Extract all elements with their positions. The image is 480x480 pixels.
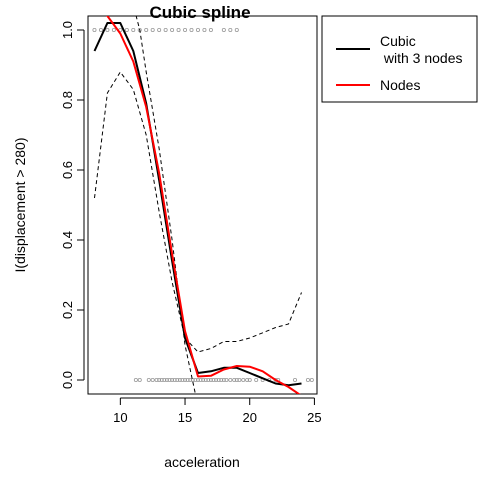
obs-point-0: [237, 377, 242, 382]
y-axis-label: I(displacement > 280): [12, 137, 28, 272]
x-tick-label: 20: [242, 410, 256, 425]
obs-point-0: [208, 377, 213, 382]
obs-point-1: [131, 27, 136, 32]
obs-point-0: [133, 377, 138, 382]
obs-point-0: [224, 377, 229, 382]
obs-point-0: [175, 377, 180, 382]
chart-title: Cubic spline: [149, 3, 250, 22]
obs-point-0: [221, 377, 226, 382]
obs-point-0: [211, 377, 216, 382]
obs-point-1: [157, 27, 162, 32]
y-tick-label: 0.0: [60, 371, 75, 389]
obs-point-1: [111, 27, 116, 32]
obs-point-1: [183, 27, 188, 32]
obs-point-0: [245, 377, 250, 382]
obs-point-0: [216, 377, 221, 382]
obs-point-0: [201, 377, 206, 382]
obs-point-0: [170, 377, 175, 382]
obs-point-0: [162, 377, 167, 382]
obs-point-0: [188, 377, 193, 382]
obs-point-0: [193, 377, 198, 382]
obs-point-1: [202, 27, 207, 32]
obs-point-1: [124, 27, 129, 32]
obs-point-0: [305, 377, 310, 382]
confidence-band-2: [135, 16, 197, 394]
series-line-1: [93, 22, 302, 387]
obs-point-1: [234, 27, 239, 32]
obs-point-0: [241, 377, 246, 382]
obs-point-1: [163, 27, 168, 32]
obs-point-1: [105, 27, 110, 32]
obs-point-0: [293, 377, 298, 382]
obs-point-1: [144, 27, 149, 32]
obs-point-0: [234, 377, 239, 382]
series-line-2: [106, 16, 301, 394]
obs-point-0: [154, 377, 159, 382]
x-tick-label: 25: [307, 410, 321, 425]
obs-point-0: [232, 377, 237, 382]
obs-point-0: [254, 377, 259, 382]
obs-point-0: [137, 377, 142, 382]
series-lines: [93, 16, 302, 394]
observations: [92, 27, 314, 382]
y-tick-label: 0.4: [60, 231, 75, 249]
obs-point-0: [190, 377, 195, 382]
obs-point-0: [203, 377, 208, 382]
obs-point-1: [195, 27, 200, 32]
confidence-bands: [94, 16, 302, 394]
y-tick-label: 0.6: [60, 161, 75, 179]
y-tick-label: 0.2: [60, 301, 75, 319]
obs-point-1: [221, 27, 226, 32]
legend-label-2: Nodes: [380, 77, 420, 93]
obs-point-0: [247, 377, 252, 382]
obs-point-0: [195, 377, 200, 382]
obs-point-1: [189, 27, 194, 32]
obs-point-1: [150, 27, 155, 32]
x-axis-label: acceleration: [164, 454, 240, 470]
obs-point-0: [185, 377, 190, 382]
obs-point-0: [180, 377, 185, 382]
obs-point-1: [228, 27, 233, 32]
x-tick-label: 10: [113, 410, 127, 425]
obs-point-1: [170, 27, 175, 32]
y-axis: 0.0 0.2 0.4 0.6 0.8 1.0: [60, 21, 85, 389]
y-tick-label: 0.8: [60, 91, 75, 109]
plot-frame: [87, 15, 318, 395]
obs-point-1: [176, 27, 181, 32]
obs-point-0: [150, 377, 155, 382]
obs-point-0: [219, 377, 224, 382]
obs-point-0: [198, 377, 203, 382]
obs-point-1: [92, 27, 97, 32]
obs-point-0: [167, 377, 172, 382]
obs-point-0: [177, 377, 182, 382]
obs-point-0: [164, 377, 169, 382]
legend-label-1: Cubic with 3 nodes: [380, 33, 463, 66]
obs-point-0: [206, 377, 211, 382]
obs-point-0: [146, 377, 151, 382]
x-axis: 10 15 20 25: [113, 397, 322, 425]
obs-point-0: [309, 377, 314, 382]
obs-point-0: [159, 377, 164, 382]
obs-point-0: [157, 377, 162, 382]
obs-point-0: [228, 377, 233, 382]
confidence-band-1: [94, 71, 302, 353]
obs-point-1: [208, 27, 213, 32]
obs-point-0: [214, 377, 219, 382]
obs-point-0: [172, 377, 177, 382]
legend-box: [321, 15, 478, 103]
obs-point-1: [98, 27, 103, 32]
obs-point-0: [183, 377, 188, 382]
y-tick-label: 1.0: [60, 21, 75, 39]
legend: Cubic with 3 nodes Nodes: [321, 15, 478, 103]
x-tick-label: 15: [178, 410, 192, 425]
